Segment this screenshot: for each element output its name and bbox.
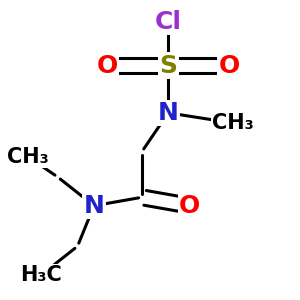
Text: Cl: Cl — [155, 10, 182, 34]
Text: N: N — [158, 101, 179, 125]
Text: H₃C: H₃C — [20, 265, 62, 285]
Text: CH₃: CH₃ — [7, 147, 49, 167]
Text: O: O — [179, 194, 200, 218]
Text: O: O — [97, 54, 118, 78]
Text: O: O — [219, 54, 240, 78]
Text: S: S — [159, 54, 177, 78]
Text: N: N — [84, 194, 104, 218]
Text: CH₃: CH₃ — [212, 113, 254, 133]
